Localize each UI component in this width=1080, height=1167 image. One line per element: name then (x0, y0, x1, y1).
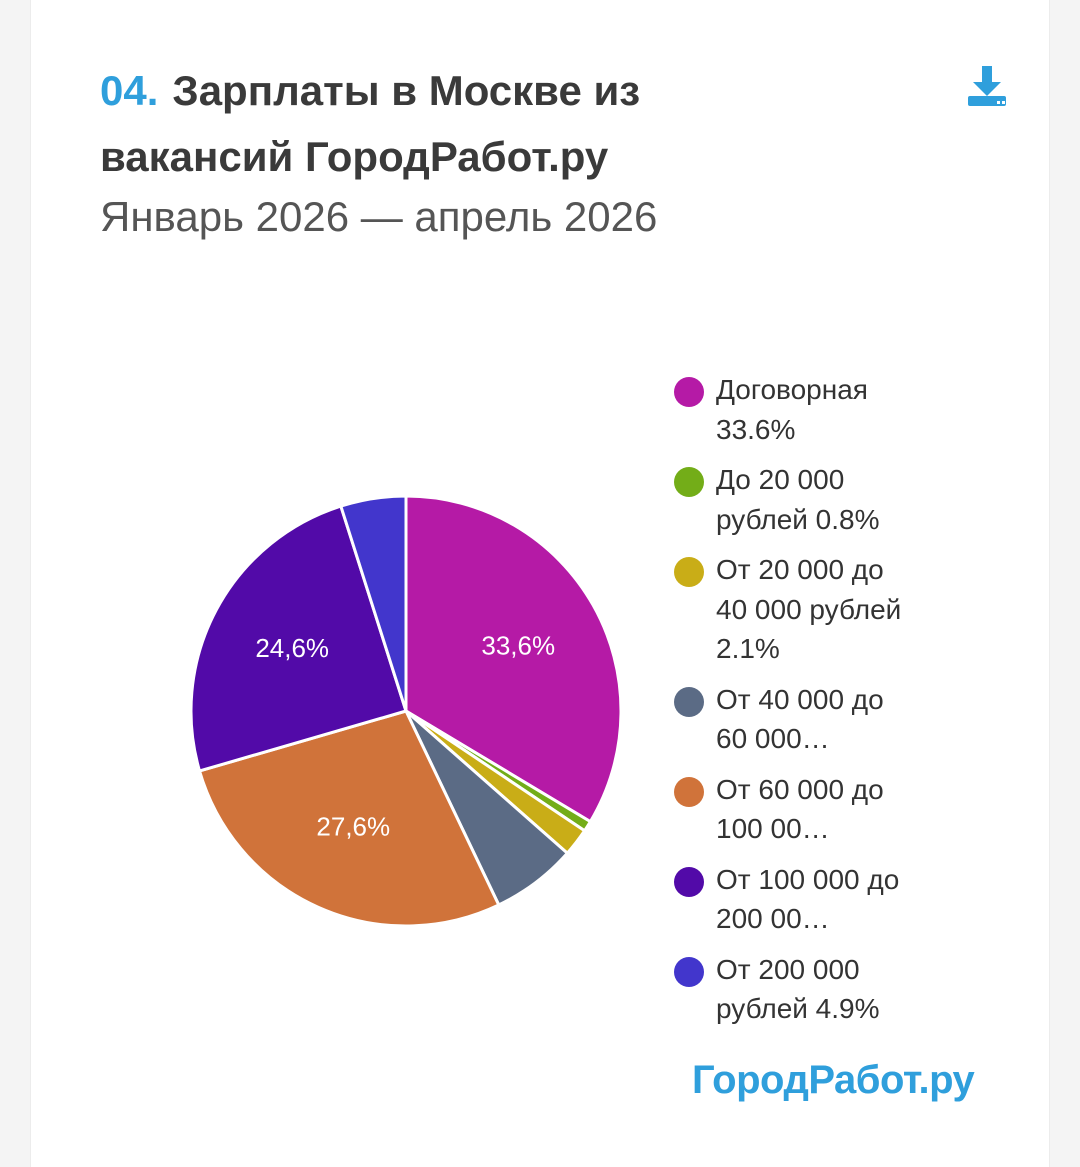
title-block: 04. Зарплаты в Москве из вакансий ГородРа… (100, 58, 820, 244)
pie-chart: 33,6% 27,6% 24,6% (189, 494, 623, 928)
legend-color-dot (674, 557, 704, 587)
legend-color-dot (674, 377, 704, 407)
pie-slice[interactable] (404, 494, 623, 824)
legend-color-dot (674, 866, 704, 897)
pie-slice[interactable] (189, 504, 408, 773)
legend-color-dot (674, 467, 704, 497)
legend-label: От 40 000 до 60 000… (716, 683, 884, 755)
download-button[interactable] (962, 62, 1012, 112)
legend-color-dot (674, 956, 704, 987)
slice-data-label: 33,6% (481, 630, 555, 660)
download-icon (968, 66, 1006, 106)
legend-color-dot (674, 776, 704, 807)
chart-legend: Договорная 33.6% До 20 000 рублей 0.8% От … (672, 370, 932, 1040)
chart-number: 04. (100, 67, 159, 114)
legend-item[interactable]: До 20 000 рублей 0.8% (672, 460, 932, 539)
chart-subtitle: Январь 2026 — апрель 2026 (100, 193, 658, 240)
legend-label: До 20 000 рублей 0.8% (716, 464, 880, 535)
legend-item[interactable]: От 20 000 до 40 000 рублей 2.1% (672, 550, 932, 669)
legend-label: Договорная 33.6% (716, 374, 868, 445)
pie-slice[interactable] (198, 709, 501, 928)
legend-item[interactable]: Договорная 33.6% (672, 370, 932, 449)
legend-item[interactable]: От 40 000 до 60 000… (672, 680, 932, 759)
legend-item[interactable]: От 200 000 рублей 4.9% (672, 950, 932, 1029)
chart-title: 04. Зарплаты в Москве из вакансий ГородРа… (100, 58, 820, 190)
pie-slice[interactable] (339, 494, 408, 713)
legend-label: От 200 000 рублей 4.9% (716, 953, 880, 1025)
chart-title-text: Зарплаты в Москве из вакансий ГородРабот… (100, 67, 641, 180)
legend-label: От 100 000 до 200 00… (716, 863, 900, 935)
slice-data-label: 27,6% (316, 812, 390, 842)
brand-logo: ГородРабот.ру (692, 1058, 975, 1102)
legend-item[interactable]: От 60 000 до 100 00… (672, 770, 932, 849)
legend-label: От 60 000 до 100 00… (716, 773, 884, 845)
legend-item[interactable]: От 100 000 до 200 00… (672, 860, 932, 939)
slice-data-label: 24,6% (255, 633, 329, 663)
legend-label: От 20 000 до 40 000 рублей 2.1% (716, 554, 902, 664)
legend-color-dot (674, 686, 704, 717)
